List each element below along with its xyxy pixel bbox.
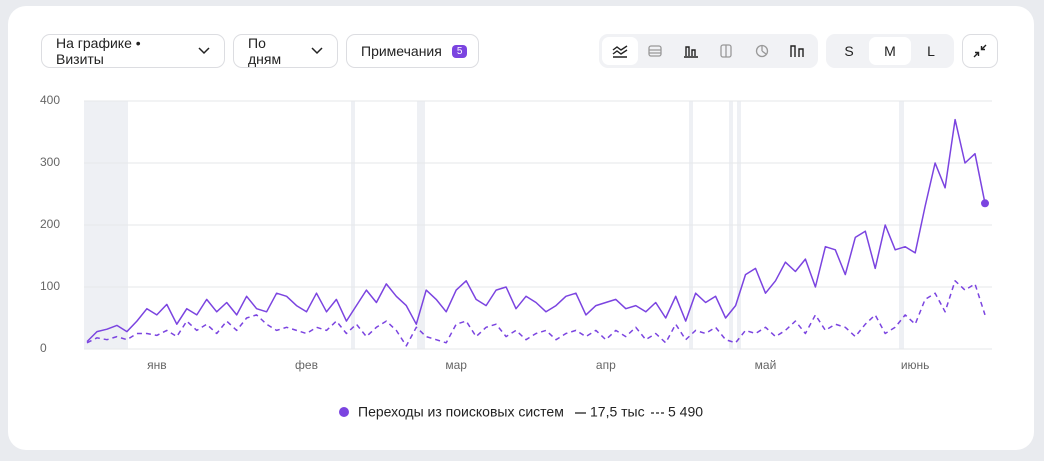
type-stacked[interactable] — [709, 37, 745, 65]
legend-entry: 17,5 тыс — [590, 404, 645, 420]
icon — [755, 44, 768, 58]
collapse-button[interactable] — [962, 34, 998, 68]
icon — [612, 45, 628, 58]
x-tick-label: май — [755, 358, 777, 372]
legend-dot — [339, 407, 349, 417]
y-tick-label: 300 — [40, 155, 60, 169]
x-tick-label: янв — [147, 358, 167, 372]
type-column[interactable] — [673, 37, 709, 65]
size-m[interactable]: M — [869, 37, 911, 65]
x-tick-label: мар — [445, 358, 467, 372]
legend-label: Переходы из поисковых систем — [358, 404, 564, 420]
chart-type-group — [599, 34, 818, 68]
chevron — [198, 47, 210, 55]
y-tick-label: 100 — [40, 279, 60, 293]
x-tick-label: апр — [596, 358, 616, 372]
series-line — [86, 118, 986, 343]
metric-label: На графике • Визиты — [56, 35, 141, 67]
series-line — [86, 280, 986, 347]
period-dropdown[interactable]: По дням — [233, 34, 338, 68]
notes-badge: 5 — [451, 44, 468, 58]
type-line[interactable] — [602, 37, 638, 65]
icon — [790, 45, 804, 57]
size-group: S M L — [826, 34, 954, 68]
icon — [973, 44, 987, 58]
y-tick-label: 0 — [40, 341, 47, 355]
chevron — [311, 47, 323, 55]
y-tick-label: 400 — [40, 93, 60, 107]
icon — [648, 45, 662, 57]
metric-dropdown[interactable]: На графике • Визиты — [41, 34, 225, 68]
type-bar[interactable] — [780, 37, 816, 65]
legend-entry: 5 490 — [668, 404, 703, 420]
size-l[interactable]: L — [927, 43, 935, 59]
icon — [683, 46, 698, 58]
type-pie[interactable] — [744, 37, 780, 65]
y-tick-label: 200 — [40, 217, 60, 231]
x-tick-label: июнь — [901, 358, 930, 372]
notes-button[interactable]: Примечания 5 — [346, 34, 479, 68]
card — [8, 6, 1034, 450]
period-label: По дням — [248, 35, 282, 67]
icon — [720, 44, 732, 58]
size-s[interactable]: S — [844, 43, 854, 59]
type-area[interactable] — [638, 37, 674, 65]
x-tick-label: фев — [295, 358, 318, 372]
notes-label: Примечания — [361, 43, 442, 59]
last-point — [981, 199, 989, 208]
